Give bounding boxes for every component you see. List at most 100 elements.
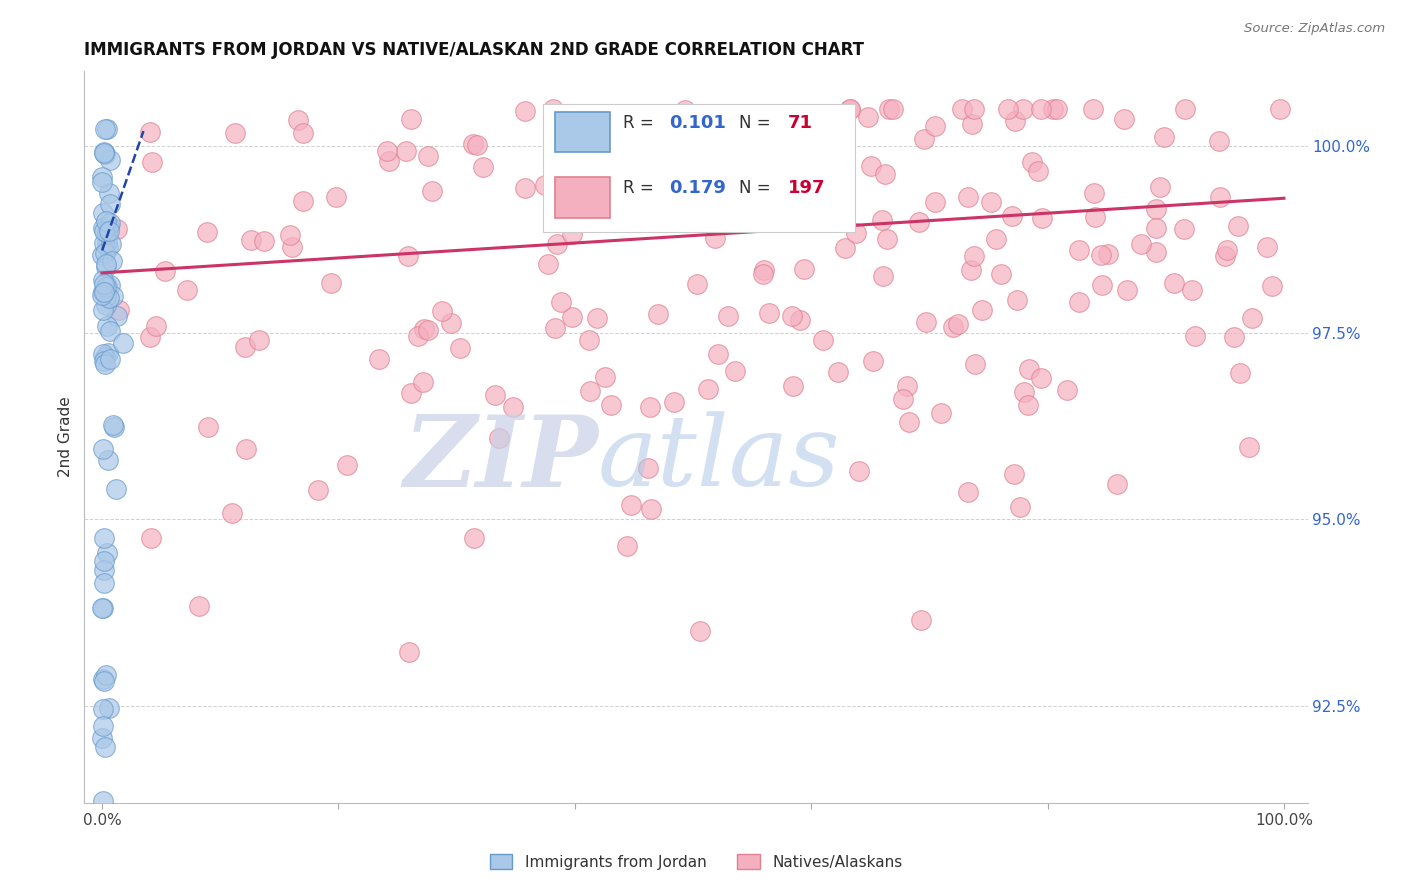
Point [91,601,114,615]
Point [93,576,115,591]
Point [536,257,558,271]
Point [100,236,122,251]
Point [1144,245,1167,260]
Point [97,453,120,467]
Point [1114,112,1136,127]
Point [1209,190,1232,204]
Point [93,673,115,688]
Point [910,614,932,628]
Point [98,277,121,292]
Point [98,352,121,367]
Point [91,170,114,185]
Point [94,213,117,227]
Point [839,102,862,116]
Point [586,310,609,325]
Point [697,382,720,396]
Point [103,289,125,303]
Point [876,232,898,246]
Point [97,291,120,305]
Point [197,420,219,434]
Point [1029,102,1052,116]
Point [98,216,121,230]
Point [1130,236,1153,251]
Point [465,138,488,153]
Point [93,353,115,368]
Point [789,313,811,327]
Point [655,148,678,162]
Point [1004,114,1026,128]
Point [412,375,434,389]
Point [1001,209,1024,223]
Point [1173,222,1195,236]
Point [233,340,256,354]
Point [1144,202,1167,217]
Point [963,358,986,372]
Point [1215,244,1237,258]
Point [321,277,343,291]
Point [1091,277,1114,292]
Point [952,102,974,116]
Point [1017,398,1039,412]
Point [96,122,118,136]
Point [970,302,993,317]
Point [96,318,118,333]
Point [1268,102,1291,116]
Text: 197: 197 [787,179,825,197]
Point [416,323,439,337]
Point [1008,500,1031,515]
Point [596,194,619,209]
Point [689,624,711,639]
Point [872,269,894,284]
Point [1260,279,1282,293]
Point [105,222,128,236]
Point [862,354,884,368]
Point [139,531,162,545]
Point [418,149,440,163]
Point [662,395,685,409]
Point [91,794,114,808]
Point [682,112,704,127]
Point [488,431,510,445]
Point [449,341,471,355]
Point [578,333,600,347]
Point [758,306,780,320]
Point [93,145,115,159]
Point [91,206,114,220]
Point [98,153,121,167]
Point [93,277,115,291]
Point [1184,329,1206,343]
Point [912,131,935,145]
Point [1046,102,1069,116]
Point [956,190,979,204]
Point [963,249,986,263]
Point [98,324,121,338]
Point [673,103,696,117]
Text: N =: N = [738,113,776,131]
Point [94,146,117,161]
Point [1240,310,1263,325]
Point [619,498,641,512]
Point [1090,247,1112,261]
Point [1181,284,1204,298]
Point [827,365,849,379]
Point [1002,467,1025,482]
Point [834,241,856,255]
Point [1115,284,1137,298]
Point [543,102,565,116]
Point [96,235,118,249]
Point [91,347,114,361]
Point [668,184,690,198]
Point [550,294,572,309]
Point [195,225,218,239]
Point [399,112,422,127]
Point [97,186,120,200]
Point [93,531,115,545]
Point [1144,220,1167,235]
Point [1018,362,1040,376]
Point [515,103,537,118]
Text: Source: ZipAtlas.com: Source: ZipAtlas.com [1244,22,1385,36]
Point [471,160,494,174]
Point [153,264,176,278]
Point [997,102,1019,116]
Point [287,113,309,128]
